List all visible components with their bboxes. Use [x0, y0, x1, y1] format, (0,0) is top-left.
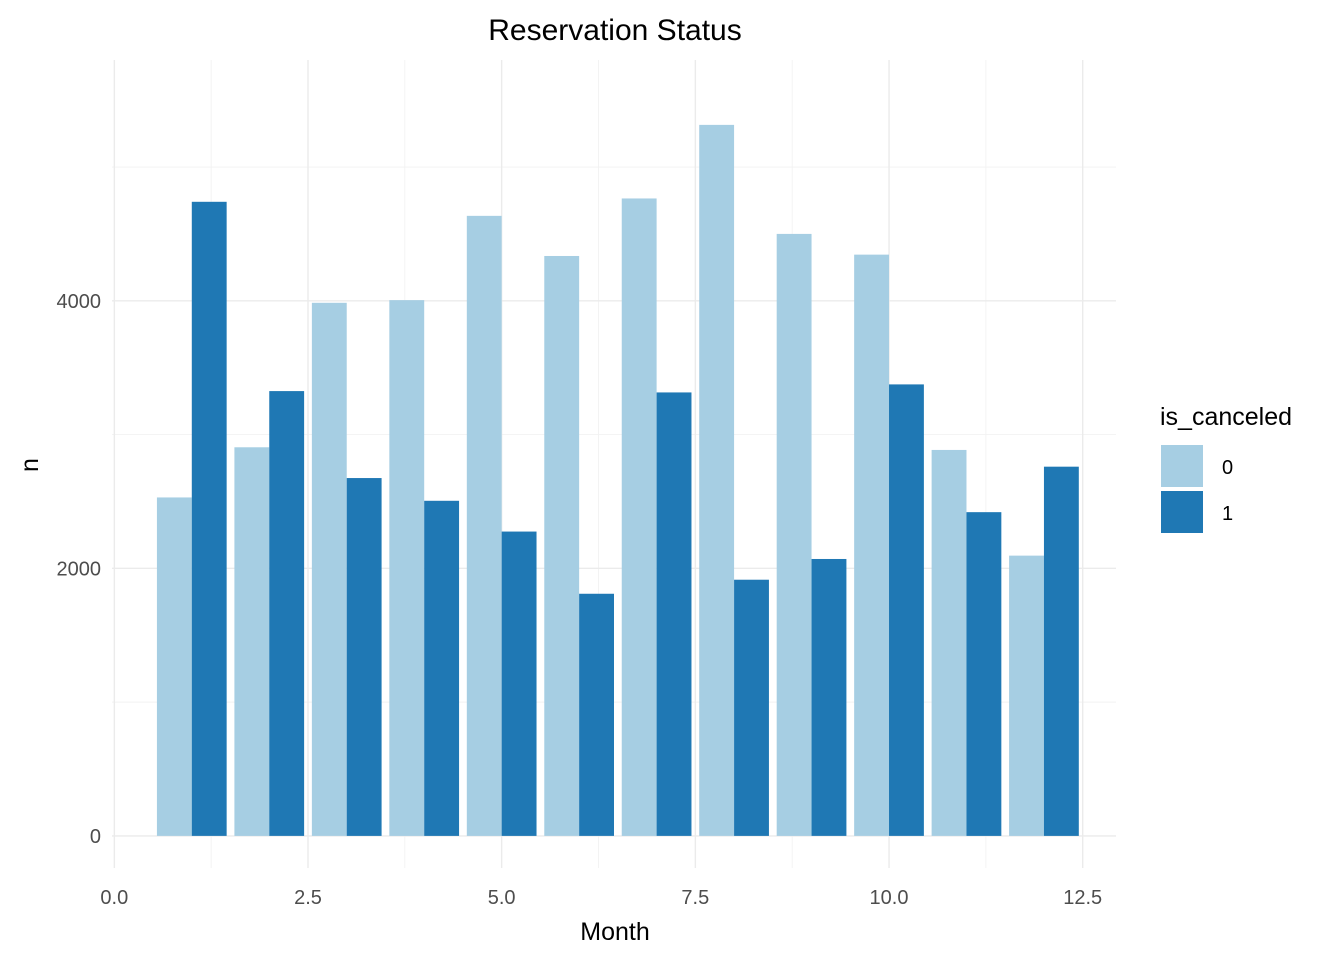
bar-month-5-is-canceled-0 — [466, 215, 502, 836]
bar-month-9-is-canceled-1 — [811, 558, 847, 836]
chart-title: Reservation Status — [488, 14, 741, 47]
bar-month-12-is-canceled-1 — [1043, 466, 1079, 836]
bar-month-9-is-canceled-0 — [776, 233, 812, 836]
bar-month-4-is-canceled-0 — [389, 300, 425, 836]
bar-month-7-is-canceled-0 — [621, 198, 657, 836]
bar-month-6-is-canceled-0 — [544, 255, 580, 836]
bar-month-1-is-canceled-0 — [156, 497, 192, 836]
bar-month-3-is-canceled-0 — [311, 302, 347, 836]
bar-month-3-is-canceled-1 — [346, 478, 382, 836]
legend-title: is_canceled — [1160, 403, 1292, 431]
x-axis-title: Month — [580, 918, 649, 946]
y-tick-labels: 0 2000 4000 — [57, 291, 102, 848]
legend-key-0 — [1161, 445, 1203, 487]
x-tick-label: 0.0 — [100, 887, 128, 909]
bar-month-10-is-canceled-1 — [889, 384, 924, 836]
y-tick-label: 4000 — [57, 291, 102, 313]
x-tick-label: 10.0 — [870, 887, 909, 909]
bar-month-4-is-canceled-1 — [424, 500, 460, 836]
y-tick-label: 2000 — [57, 558, 102, 580]
bar-month-7-is-canceled-1 — [656, 392, 692, 836]
y-tick-label: 0 — [90, 826, 101, 848]
y-axis-title: n — [16, 458, 44, 472]
legend-label-1: 1 — [1222, 503, 1233, 525]
bar-month-8-is-canceled-1 — [734, 579, 769, 836]
bars — [156, 124, 1079, 836]
x-tick-labels: 0.0 2.5 5.0 7.5 10.0 12.5 — [100, 887, 1102, 909]
bar-month-10-is-canceled-0 — [854, 254, 890, 836]
x-tick-label: 2.5 — [294, 887, 322, 909]
bar-month-11-is-canceled-0 — [931, 449, 967, 836]
bar-month-11-is-canceled-1 — [966, 512, 1002, 836]
bar-month-1-is-canceled-1 — [191, 201, 227, 836]
bar-month-12-is-canceled-0 — [1009, 555, 1044, 836]
x-tick-label: 5.0 — [488, 887, 516, 909]
bar-month-2-is-canceled-1 — [269, 391, 305, 836]
bar-month-5-is-canceled-1 — [501, 531, 537, 836]
bar-month-6-is-canceled-1 — [579, 593, 614, 836]
legend-key-1 — [1161, 491, 1203, 533]
legend: is_canceled 0 1 — [1160, 403, 1292, 533]
bar-month-8-is-canceled-0 — [699, 124, 735, 836]
x-tick-label: 12.5 — [1063, 887, 1102, 909]
x-tick-label: 7.5 — [681, 887, 709, 909]
bar-month-2-is-canceled-0 — [234, 447, 270, 836]
legend-label-0: 0 — [1222, 457, 1233, 479]
